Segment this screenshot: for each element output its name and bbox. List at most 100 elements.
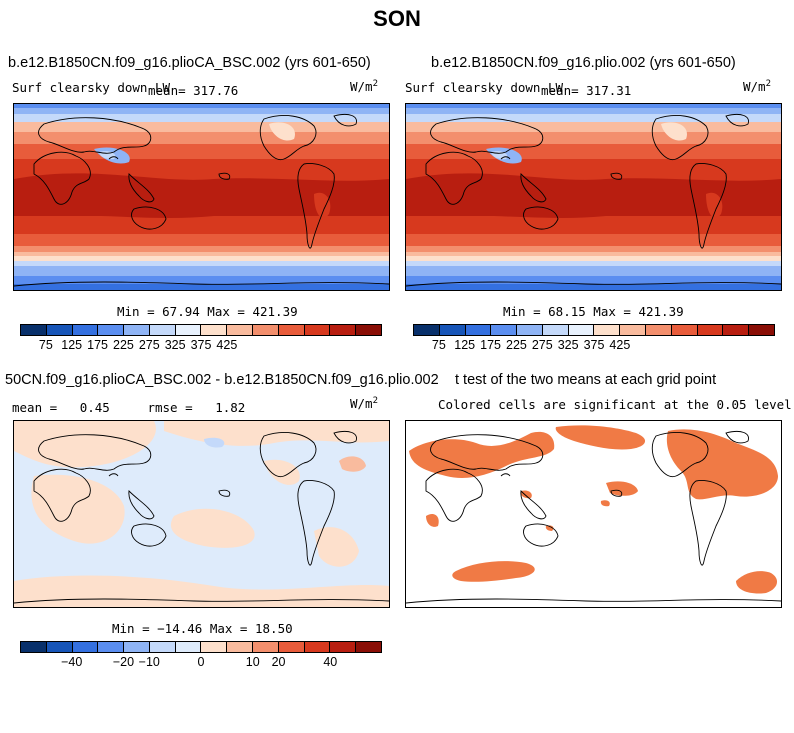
panel1-colorbar-tick-label: 325 xyxy=(164,338,186,352)
panel1-mean: mean= 317.76 xyxy=(148,83,239,98)
season-title: SON xyxy=(373,6,421,31)
panel1-colorbar-swatch xyxy=(278,325,305,335)
panel3-colorbar-swatch xyxy=(21,642,47,652)
significant-cell-region xyxy=(452,561,535,582)
panel4-map xyxy=(405,420,782,608)
panel3-colorbar-swatch xyxy=(72,642,99,652)
panel1-colorbar-swatch xyxy=(201,325,228,335)
panel3-stats: mean = 0.45 rmse = 1.82 xyxy=(12,400,246,415)
panel3-colorbar-tick-label: 20 xyxy=(271,655,286,669)
panel2-variable: Surf clearsky down LW xyxy=(405,80,564,95)
significant-cell-region xyxy=(409,431,555,478)
panel2-colorbar-tick-label: 225 xyxy=(505,338,527,352)
panel2-colorbar-tick-label: 125 xyxy=(454,338,476,352)
panel1-colorbar-swatch xyxy=(21,325,47,335)
panel3-colorbar xyxy=(20,641,382,653)
panel3-units: W/m2 xyxy=(350,396,378,412)
panel3-colorbar-swatch xyxy=(330,642,357,652)
panel1-colorbar-tick-label: 75 xyxy=(38,338,53,352)
panel3-colorbar-tick-label: −20 xyxy=(112,655,135,669)
panel1-colorbar-tick-label: 175 xyxy=(87,338,108,352)
panel2-colorbar-swatch xyxy=(439,325,466,335)
panel1-colorbar-swatch xyxy=(72,325,99,335)
panel1-colorbar-swatch xyxy=(46,325,73,335)
panel3-colorbar-tick-label: −10 xyxy=(138,655,160,669)
panel2-mean: mean= 317.31 xyxy=(541,83,632,98)
panel3-colorbar-swatch xyxy=(304,642,331,652)
panel1-colorbar-swatch xyxy=(253,325,279,335)
significant-cell-region xyxy=(600,500,610,507)
panel2-colorbar-tick-label: 75 xyxy=(431,338,446,352)
panel2-colorbar-swatch xyxy=(517,325,543,335)
panel3-colorbar-tick-label: 10 xyxy=(245,655,260,669)
panel4-significance xyxy=(406,421,781,607)
panel2-colorbar-tick-label: 175 xyxy=(480,338,501,352)
panel2-colorbar-swatch xyxy=(542,325,569,335)
panel1-colorbar-tick-label: 375 xyxy=(190,338,212,352)
panel2-field xyxy=(406,104,781,290)
panel3-colorbar-swatch xyxy=(227,642,254,652)
panel3-colorbar-swatch xyxy=(149,642,176,652)
significant-cell-region xyxy=(606,481,638,496)
panel1-colorbar xyxy=(20,324,382,336)
panel1-colorbar-tick-label: 225 xyxy=(112,338,134,352)
panel1-colorbar-swatch xyxy=(330,325,357,335)
significant-cell-region xyxy=(520,490,532,499)
panel2-colorbar-swatch xyxy=(594,325,621,335)
panel3-colorbar-swatch xyxy=(253,642,279,652)
panel2-colorbar-swatch xyxy=(646,325,672,335)
panel3-colorbar-tick-label: 0 xyxy=(197,655,205,669)
panel1-colorbar-swatch xyxy=(98,325,125,335)
panel3-range: Min = −14.46 Max = 18.50 xyxy=(112,621,293,636)
panel2-title: b.e12.B1850CN.f09_g16.plio.002 (yrs 601-… xyxy=(431,55,736,71)
panel3-colorbar-tick-label: −40 xyxy=(61,655,83,669)
panel1-title: b.e12.B1850CN.f09_g16.plioCA_BSC.002 (yr… xyxy=(8,55,371,71)
panel3-field xyxy=(14,421,389,607)
panel1-colorbar-swatch xyxy=(149,325,176,335)
panel1-colorbar-tick-label: 275 xyxy=(138,338,160,352)
panel3-colorbar-swatch xyxy=(98,642,125,652)
panel1-colorbar-swatch xyxy=(356,325,381,335)
panel2-colorbar-tick-label: 375 xyxy=(583,338,605,352)
panel2-colorbar-tick-label: 275 xyxy=(531,338,553,352)
significant-cell-region xyxy=(736,571,778,594)
significant-cell-region xyxy=(545,525,554,531)
panel2-map xyxy=(405,103,782,291)
panel3-colorbar-swatch xyxy=(124,642,150,652)
panel1-colorbar-swatch xyxy=(304,325,331,335)
panel2-colorbar-tick-label: 425 xyxy=(609,338,631,352)
panel4-subtitle: Colored cells are significant at the 0.0… xyxy=(438,397,792,412)
panel2-colorbar-swatch xyxy=(749,325,774,335)
panel2-range: Min = 68.15 Max = 421.39 xyxy=(503,304,684,319)
panel2-colorbar-swatch xyxy=(491,325,518,335)
panel1-colorbar-tick-label: 425 xyxy=(216,338,238,352)
panel3-colorbar-swatch xyxy=(278,642,305,652)
panel3-colorbar-tick-label: 40 xyxy=(323,655,338,669)
panel2-colorbar-swatch xyxy=(568,325,595,335)
panel3-title: 50CN.f09_g16.plioCA_BSC.002 - b.e12.B185… xyxy=(5,372,439,388)
panel2-colorbar-swatch xyxy=(414,325,440,335)
panel3-colorbar-swatch xyxy=(201,642,228,652)
panel3-map xyxy=(13,420,390,608)
panel1-field xyxy=(14,104,389,290)
panel2-colorbar-swatch xyxy=(671,325,698,335)
significant-cell-region xyxy=(555,425,646,450)
panel4-title: t test of the two means at each grid poi… xyxy=(455,372,717,388)
panel1-colorbar-tick-label: 125 xyxy=(61,338,83,352)
panel2-colorbar-swatch xyxy=(620,325,647,335)
panel2-colorbar-swatch xyxy=(723,325,750,335)
panel2-units: W/m2 xyxy=(743,79,771,95)
panel1-colorbar-swatch xyxy=(227,325,254,335)
panel3-colorbar-swatch xyxy=(175,642,202,652)
panel1-variable: Surf clearsky down LW xyxy=(12,80,171,95)
panel3-colorbar-swatch xyxy=(46,642,73,652)
panel2-colorbar-swatch xyxy=(465,325,492,335)
panel2-colorbar-tick-label: 325 xyxy=(557,338,579,352)
panel1-units: W/m2 xyxy=(350,79,378,95)
panel1-map xyxy=(13,103,390,291)
panel2-colorbar-swatch xyxy=(697,325,724,335)
panel2-colorbar xyxy=(413,324,775,336)
significant-cell-region xyxy=(426,514,439,527)
panel1-colorbar-swatch xyxy=(124,325,150,335)
panel3-colorbar-swatch xyxy=(356,642,381,652)
